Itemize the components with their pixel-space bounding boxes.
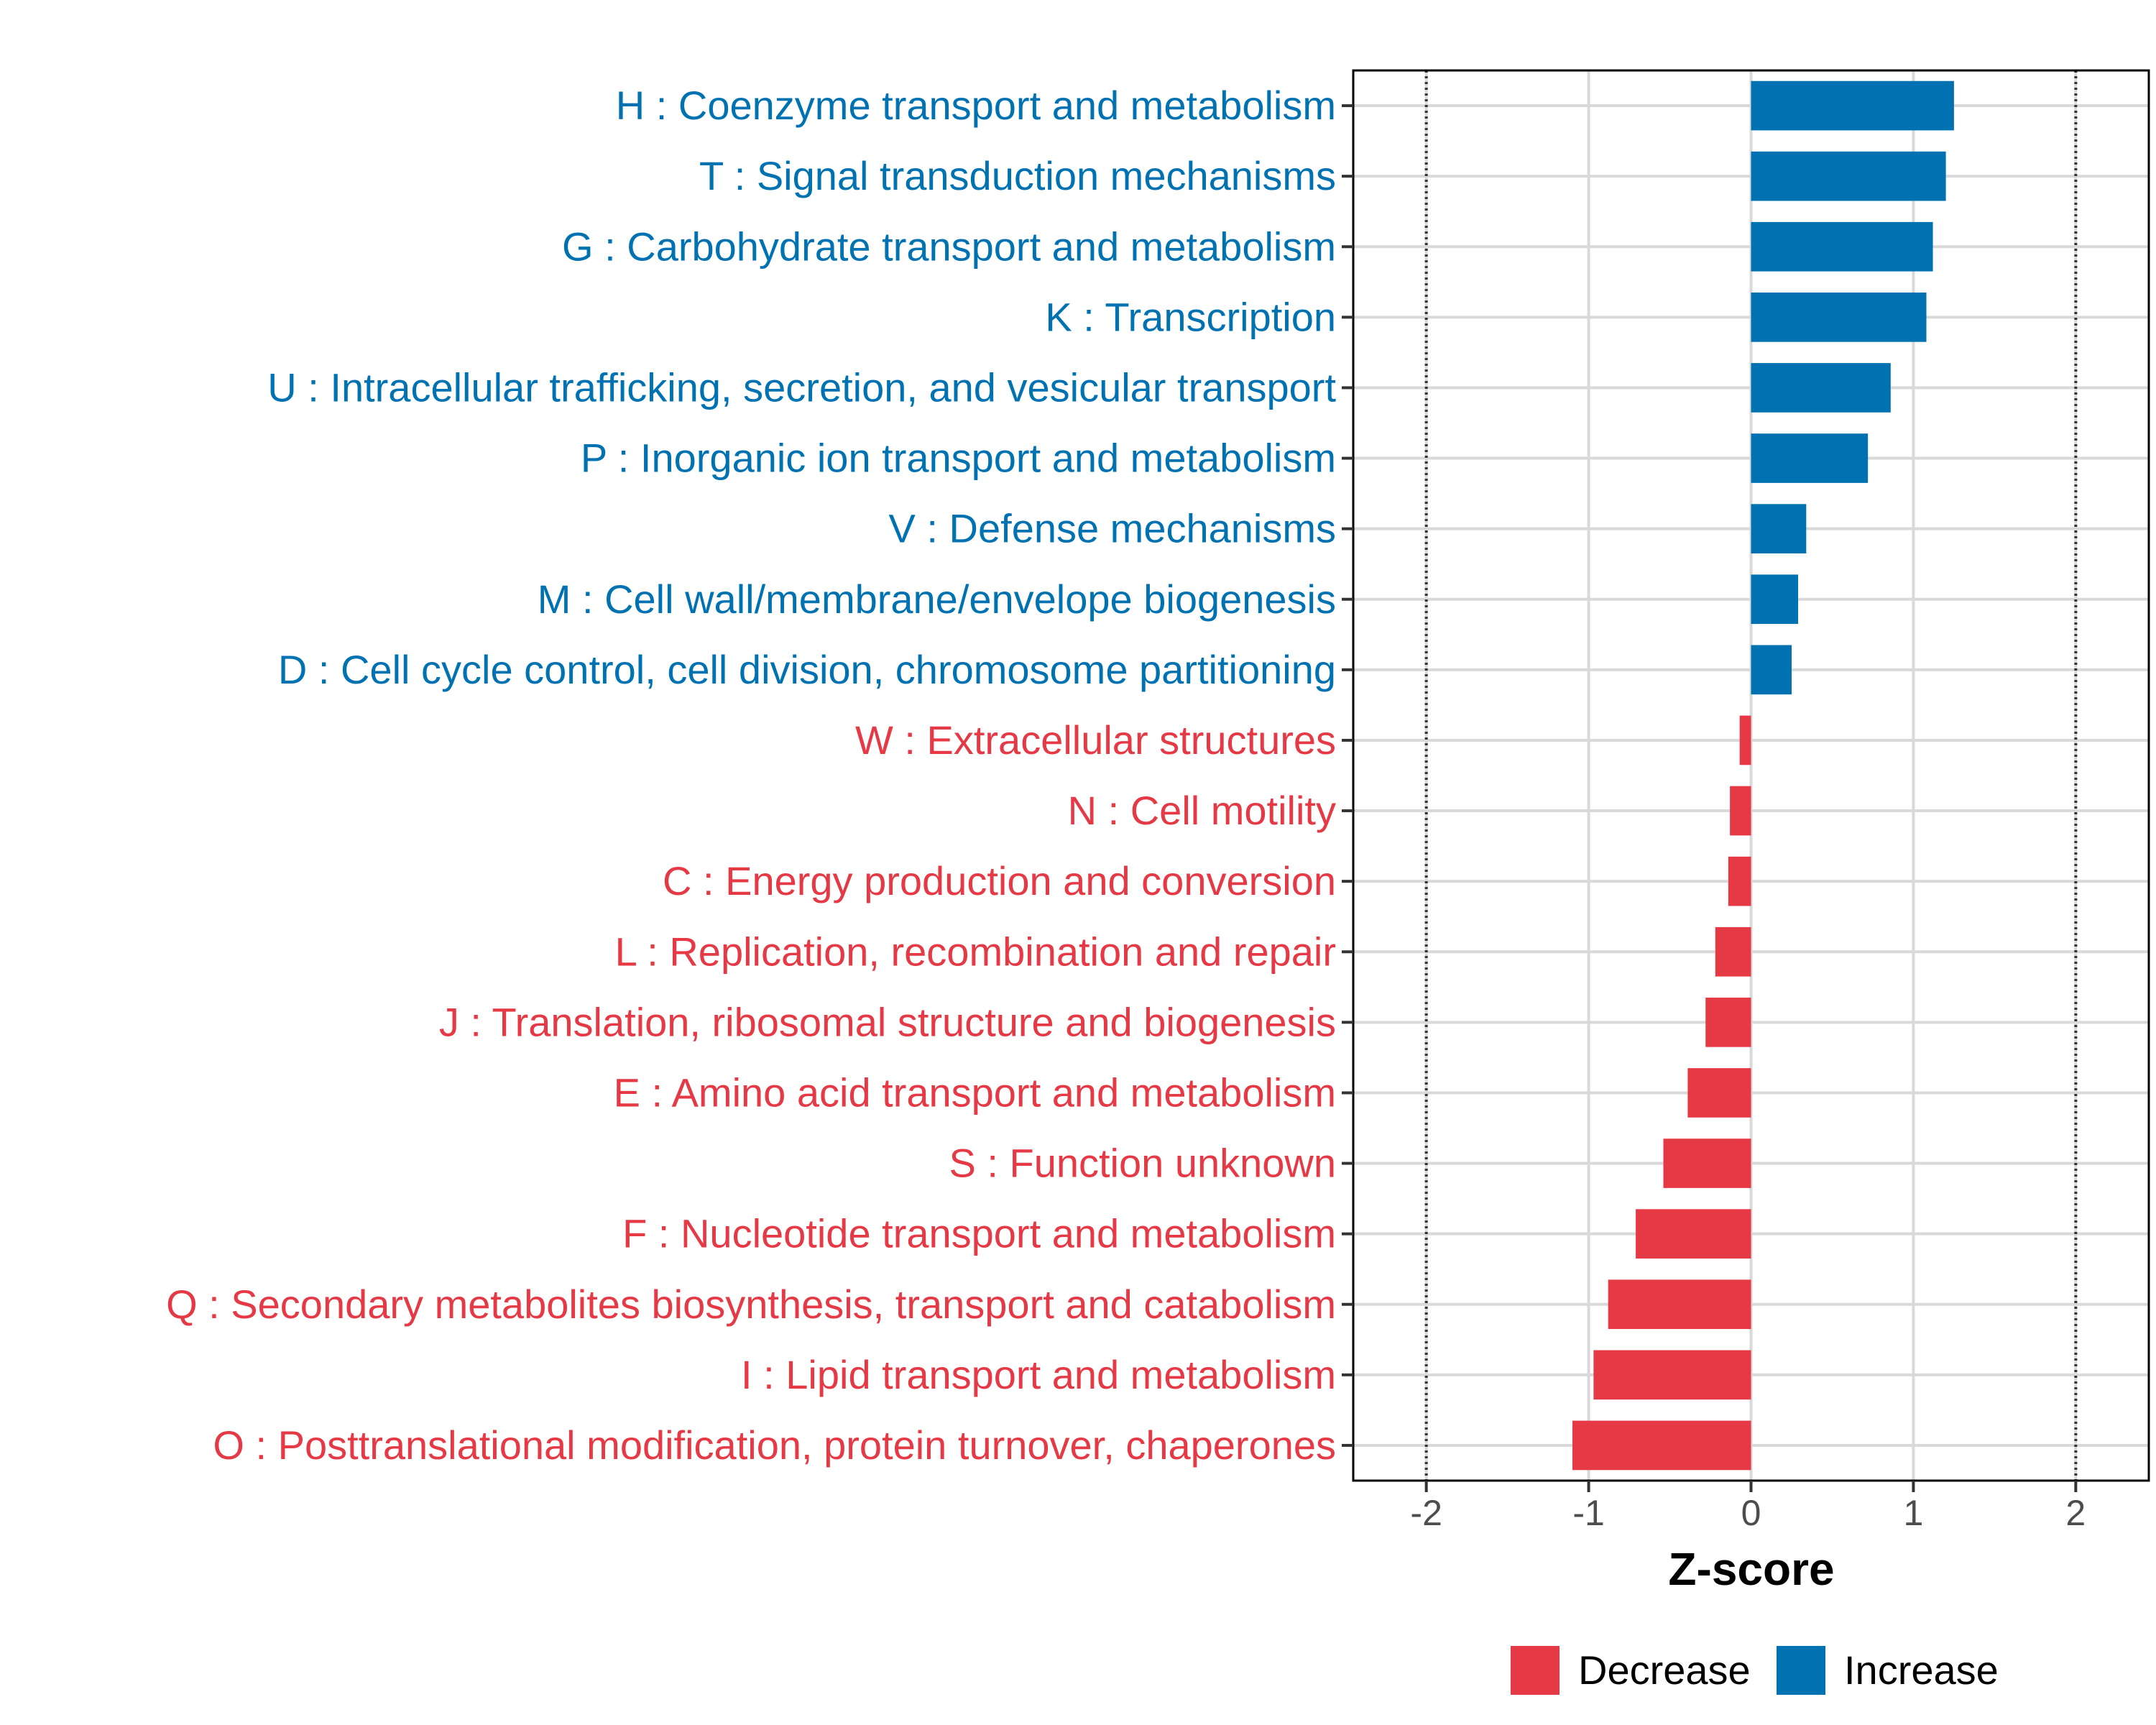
bar-c [1728, 856, 1751, 906]
category-label: U : Intracellular trafficking, secretion… [267, 364, 1336, 410]
bar-p [1751, 433, 1869, 483]
bar-l [1715, 926, 1751, 977]
bar-j [1705, 998, 1751, 1047]
x-tick-label: 0 [1741, 1493, 1761, 1533]
legend: Decrease Increase [1511, 1646, 1999, 1695]
category-label: D : Cell cycle control, cell division, c… [278, 647, 1336, 692]
bar-e [1687, 1068, 1751, 1118]
legend-label-decrease: Decrease [1578, 1647, 1751, 1693]
bar-i [1593, 1350, 1751, 1400]
bar-layer [1572, 80, 1954, 1471]
bar-t [1751, 151, 1946, 201]
category-label: E : Amino acid transport and metabolism [614, 1070, 1336, 1115]
legend-label-increase: Increase [1844, 1647, 1999, 1693]
bar-s [1663, 1138, 1751, 1188]
category-label: G : Carbohydrate transport and metabolis… [562, 224, 1336, 269]
x-axis-title: Z-score [1668, 1543, 1834, 1595]
category-label: N : Cell motility [1068, 788, 1336, 833]
category-label: C : Energy production and conversion [663, 858, 1336, 903]
x-tick-label: 1 [1904, 1493, 1924, 1533]
category-label: L : Replication, recombination and repai… [615, 929, 1336, 974]
bar-o [1572, 1420, 1751, 1471]
x-tick-label: 2 [2065, 1493, 2086, 1533]
category-label: Q : Secondary metabolites biosynthesis, … [166, 1282, 1336, 1327]
bar-v [1751, 504, 1807, 553]
category-label: S : Function unknown [949, 1141, 1336, 1186]
category-label: P : Inorganic ion transport and metaboli… [581, 436, 1336, 481]
bar-n [1730, 786, 1751, 836]
category-label: W : Extracellular structures [855, 717, 1336, 763]
x-tick-label: -1 [1572, 1493, 1604, 1533]
legend-key-increase [1777, 1646, 1825, 1695]
bar-f [1636, 1209, 1751, 1259]
bar-g [1751, 221, 1933, 272]
bar-h [1751, 80, 1954, 131]
legend-key-decrease [1511, 1646, 1560, 1695]
bar-k [1751, 293, 1927, 342]
category-label: H : Coenzyme transport and metabolism [616, 83, 1336, 128]
label-layer: H : Coenzyme transport and metabolism T :… [166, 83, 1336, 1468]
bar-m [1751, 574, 1799, 625]
category-label: M : Cell wall/membrane/envelope biogenes… [538, 576, 1336, 622]
axis-layer: -2 -1 0 1 2 [1342, 69, 2150, 1533]
bar-w [1739, 715, 1751, 765]
category-label: I : Lipid transport and metabolism [741, 1352, 1336, 1397]
bar-d [1751, 645, 1792, 695]
category-label: T : Signal transduction mechanisms [699, 153, 1336, 198]
category-label: V : Defense mechanisms [889, 506, 1336, 551]
category-label: J : Translation, ribosomal structure and… [439, 999, 1336, 1044]
bar-u [1751, 363, 1891, 413]
category-label: F : Nucleotide transport and metabolism [622, 1211, 1336, 1256]
x-tick-label: -2 [1410, 1493, 1442, 1533]
grid-layer [1353, 70, 2149, 1481]
category-label: O : Posttranslational modification, prot… [213, 1422, 1336, 1468]
bar-q [1608, 1279, 1751, 1330]
category-label: K : Transcription [1045, 294, 1336, 339]
